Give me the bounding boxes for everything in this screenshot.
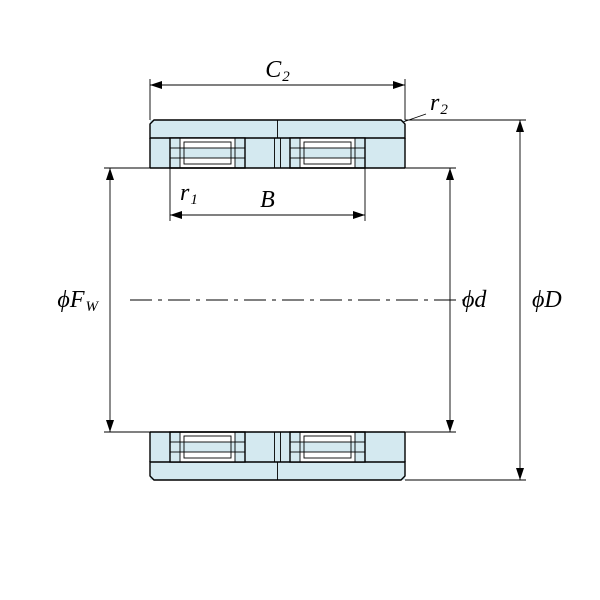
svg-text:B: B <box>260 187 275 213</box>
svg-text:ϕd: ϕd <box>462 287 487 313</box>
svg-text:ϕD: ϕD <box>532 287 562 313</box>
